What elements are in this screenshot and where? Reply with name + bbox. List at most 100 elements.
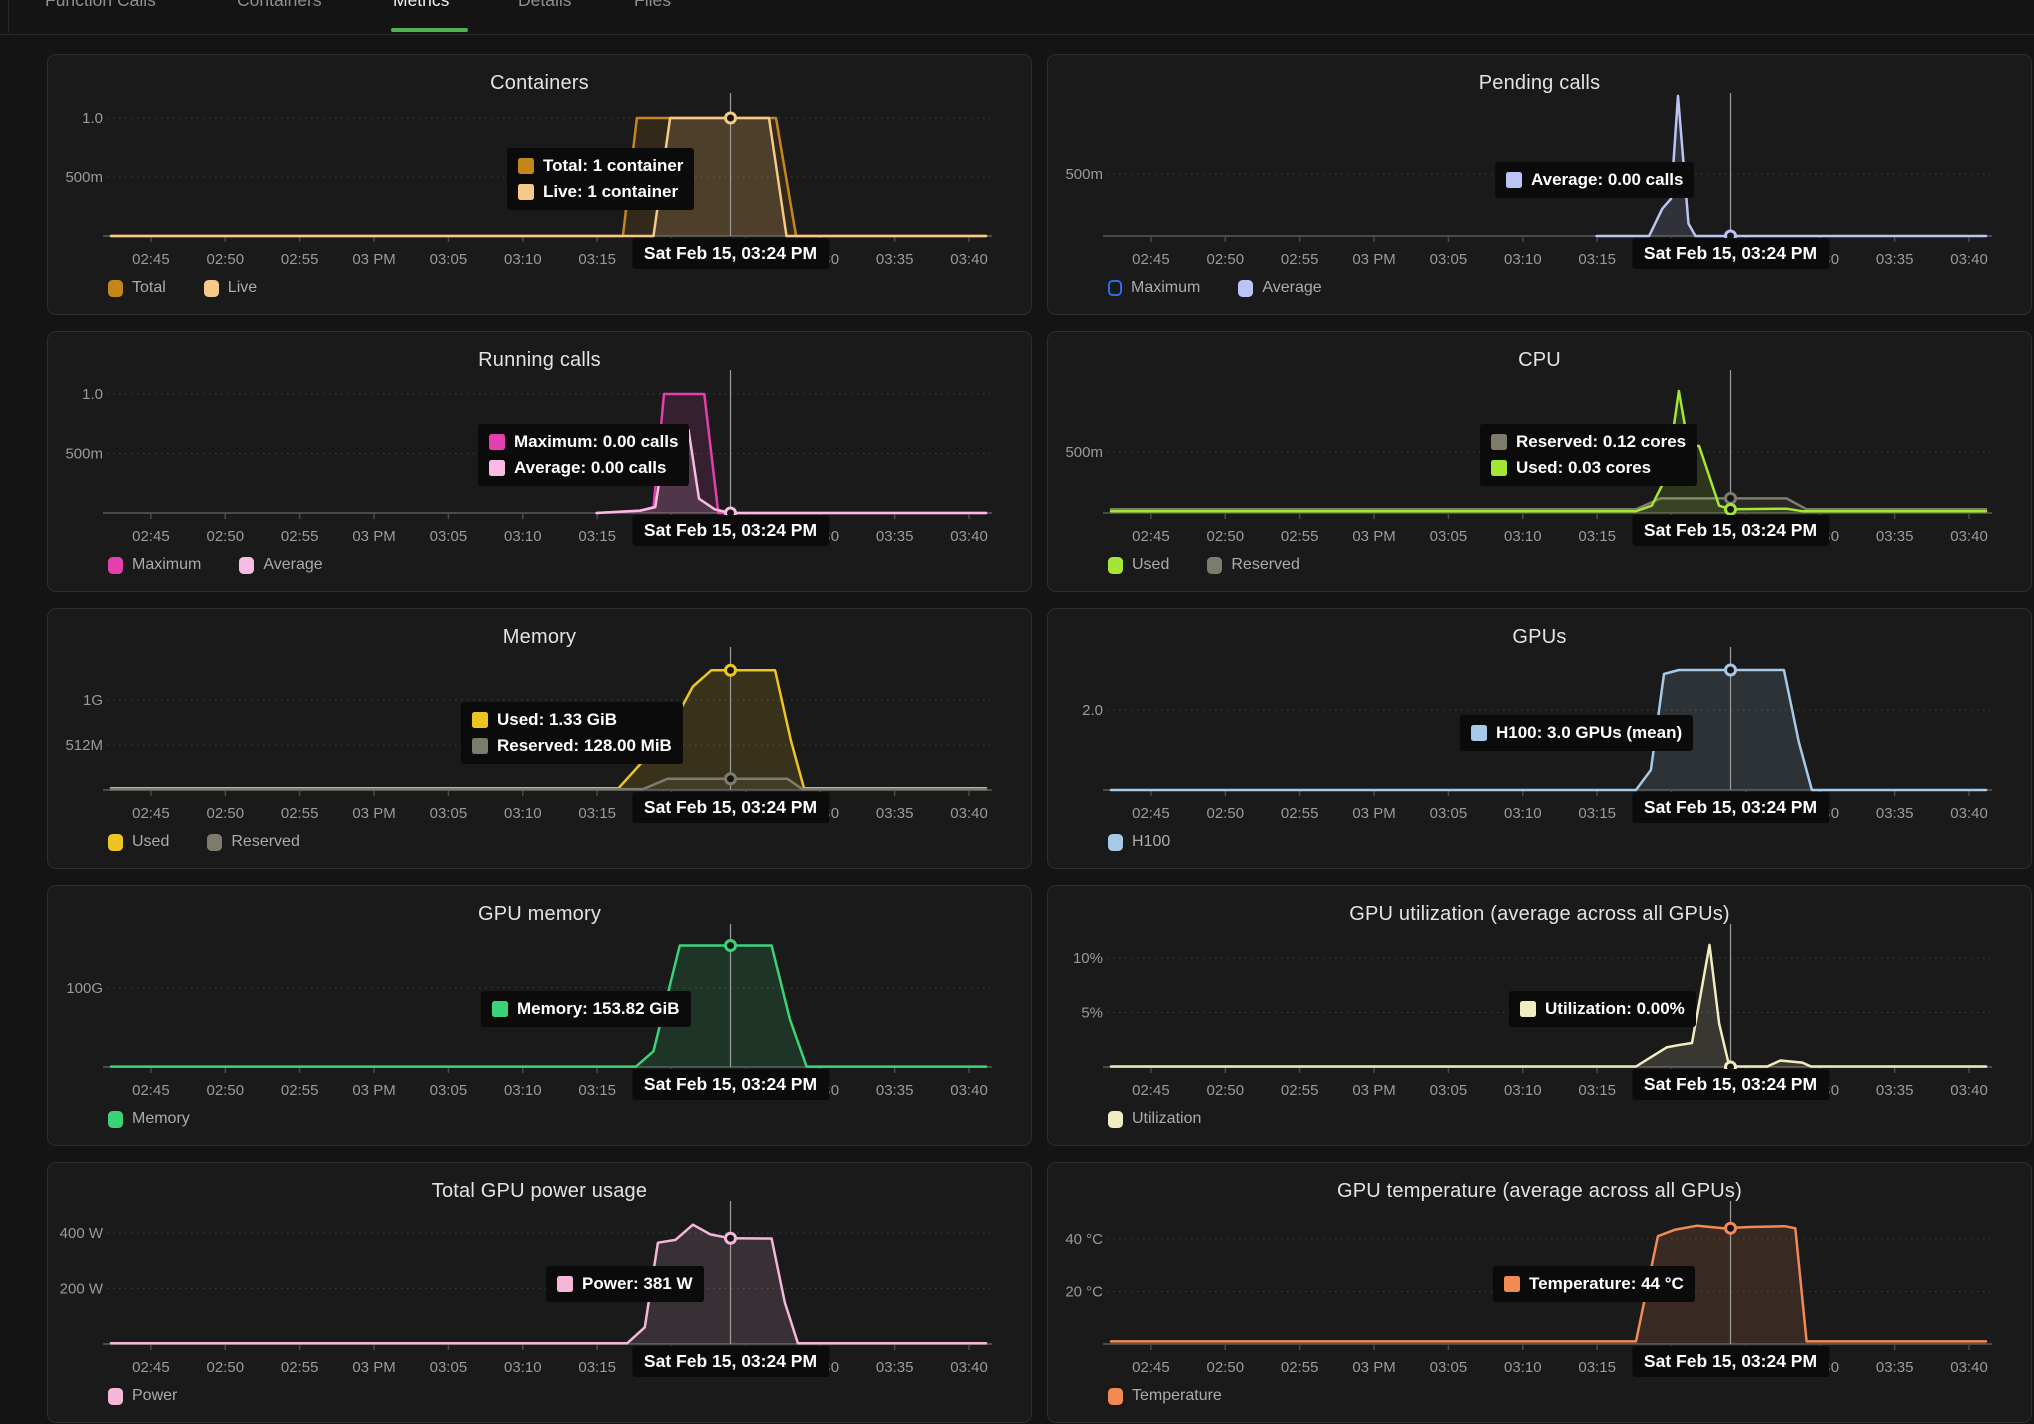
hover-marker xyxy=(1724,502,1737,516)
x-axis-label: 03:10 xyxy=(1504,528,1542,545)
x-axis-label: 03:05 xyxy=(430,251,468,268)
tooltip-series-swatch xyxy=(1471,725,1487,741)
legend-swatch xyxy=(108,279,123,297)
legend-item-maximum[interactable]: Maximum xyxy=(108,556,201,574)
chart-legend: Total Live xyxy=(108,279,257,297)
date-tooltip: Sat Feb 15, 03:24 PM xyxy=(631,1346,830,1377)
legend-item-used[interactable]: Used xyxy=(1108,556,1169,574)
x-axis-label: 02:55 xyxy=(1281,805,1319,822)
tab-containers[interactable]: Containers xyxy=(237,0,322,10)
series-line-used xyxy=(109,669,988,790)
tooltip-series-swatch xyxy=(472,738,488,754)
legend-item-total[interactable]: Total xyxy=(108,279,166,297)
x-axis-label: 03:15 xyxy=(578,805,616,822)
chart-card-gpu-temperature-average-across-all-gpus: GPU temperature (average across all GPUs… xyxy=(1047,1162,2032,1423)
legend-label: Utilization xyxy=(1132,1110,1202,1127)
legend-item-average[interactable]: Average xyxy=(1238,279,1322,297)
chart-title: Pending calls xyxy=(1478,72,1601,94)
date-tooltip: Sat Feb 15, 03:24 PM xyxy=(1631,1346,1830,1377)
x-axis-label: 03:05 xyxy=(430,528,468,545)
chart-plot[interactable]: 400 W 200 W 02:45 02:50 02:55 03 PM 03:05 03:10… xyxy=(48,1163,1033,1424)
x-axis-label: 02:50 xyxy=(1207,251,1245,268)
tooltip-value-text: H100: 3.0 GPUs (mean) xyxy=(1496,723,1683,742)
y-axis-label: 10% xyxy=(1073,950,1103,967)
x-axis-label: 02:50 xyxy=(207,1359,245,1376)
tooltip-row: Memory: 153.82 GiB xyxy=(492,999,680,1019)
tooltip-row: Maximum: 0.00 calls xyxy=(489,432,678,452)
series-area-live xyxy=(111,118,986,236)
x-axis-label: 02:45 xyxy=(1132,528,1170,545)
tooltip-value-text: Average: 0.00 calls xyxy=(514,458,667,477)
legend-swatch xyxy=(108,1387,123,1405)
tooltip-series-swatch xyxy=(1506,172,1522,188)
tab-files[interactable]: Files xyxy=(634,0,671,10)
y-axis-label: 5% xyxy=(1081,1005,1103,1022)
x-axis-label: 02:50 xyxy=(1207,1082,1245,1099)
chart-legend: Maximum Average xyxy=(108,556,323,574)
legend-item-reserved[interactable]: Reserved xyxy=(207,833,300,851)
tooltip-value-text: Used: 1.33 GiB xyxy=(497,710,617,729)
metrics-grid: Containers 1.0 500m 02:45 02:50 02:55 03 PM 03… xyxy=(47,54,2032,1423)
date-tooltip: Sat Feb 15, 03:24 PM xyxy=(631,238,830,269)
legend-swatch xyxy=(203,279,219,297)
y-axis-label: 1.0 xyxy=(82,110,103,127)
y-axis-label: 2.0 xyxy=(1082,702,1103,719)
hover-marker xyxy=(1724,1221,1737,1235)
tab-details[interactable]: Details xyxy=(518,0,572,10)
tooltip-series-swatch xyxy=(1504,1276,1520,1292)
series-line-utilization xyxy=(1109,943,1988,1068)
tooltip-series-swatch xyxy=(472,712,488,728)
chart-title: GPUs xyxy=(1512,626,1567,648)
legend-item-h100[interactable]: H100 xyxy=(1108,833,1170,851)
tooltip-row: Power: 381 W xyxy=(557,1274,693,1294)
x-axis-label: 02:55 xyxy=(281,528,319,545)
legend-swatch xyxy=(1207,556,1223,574)
x-axis-label: 02:50 xyxy=(1207,1359,1245,1376)
legend-item-reserved[interactable]: Reserved xyxy=(1207,556,1300,574)
x-axis-label: 03:05 xyxy=(430,1359,468,1376)
x-axis-label: 03:40 xyxy=(1950,805,1988,822)
legend-item-average[interactable]: Average xyxy=(239,556,323,574)
chart-tooltip: Maximum: 0.00 calls Average: 0.00 calls xyxy=(478,424,690,486)
tab-function-calls[interactable]: Function Calls xyxy=(45,0,156,10)
x-axis-label: 03:15 xyxy=(1578,251,1616,268)
legend-item-power[interactable]: Power xyxy=(108,1387,177,1405)
series-area-total xyxy=(111,118,986,236)
x-axis-label: 02:50 xyxy=(207,1082,245,1099)
legend-item-memory[interactable]: Memory xyxy=(108,1110,190,1128)
x-axis-label: 03:15 xyxy=(578,251,616,268)
series-line-power xyxy=(109,1223,988,1345)
chart-tooltip: Temperature: 44 °C xyxy=(1493,1266,1695,1302)
hover-marker xyxy=(724,1231,737,1245)
legend-item-temperature[interactable]: Temperature xyxy=(1108,1387,1222,1405)
x-axis-label: 03:40 xyxy=(1950,1082,1988,1099)
legend-label: Average xyxy=(1262,279,1322,296)
legend-label: Total xyxy=(132,279,166,296)
y-axis-label: 1.0 xyxy=(82,386,103,403)
legend-swatch xyxy=(1108,280,1122,296)
x-axis-label: 03 PM xyxy=(352,251,395,268)
x-axis-label: 03:10 xyxy=(1504,1082,1542,1099)
y-axis-label: 500m xyxy=(1065,444,1103,461)
hover-marker xyxy=(1724,491,1737,505)
x-axis-label: 02:50 xyxy=(1207,805,1245,822)
x-axis-label: 03:10 xyxy=(1504,251,1542,268)
x-axis-label: 03:15 xyxy=(1578,1359,1616,1376)
x-axis-label: 03:35 xyxy=(1876,528,1914,545)
x-axis-label: 03:15 xyxy=(578,1082,616,1099)
active-tab-indicator xyxy=(391,28,468,32)
legend-item-used[interactable]: Used xyxy=(108,833,169,851)
tooltip-value-text: Maximum: 0.00 calls xyxy=(514,432,679,451)
x-axis-label: 03:35 xyxy=(1876,1082,1914,1099)
tab-metrics[interactable]: Metrics xyxy=(393,0,450,10)
legend-item-live[interactable]: Live xyxy=(203,279,257,297)
chart-title: GPU temperature (average across all GPUs… xyxy=(1336,1180,1742,1202)
x-axis-label: 02:45 xyxy=(1132,1082,1170,1099)
chart-legend: H100 xyxy=(1108,833,1170,851)
legend-item-maximum[interactable]: Maximum xyxy=(1108,279,1200,297)
x-axis-label: 03:35 xyxy=(876,1082,914,1099)
series-line-h100 xyxy=(1109,668,1988,792)
legend-swatch xyxy=(108,556,123,574)
legend-item-utilization[interactable]: Utilization xyxy=(1108,1110,1201,1128)
chart-plot[interactable]: 1.0 500m 02:45 02:50 02:55 03 PM 03:05 03:10 03:… xyxy=(48,55,1033,316)
